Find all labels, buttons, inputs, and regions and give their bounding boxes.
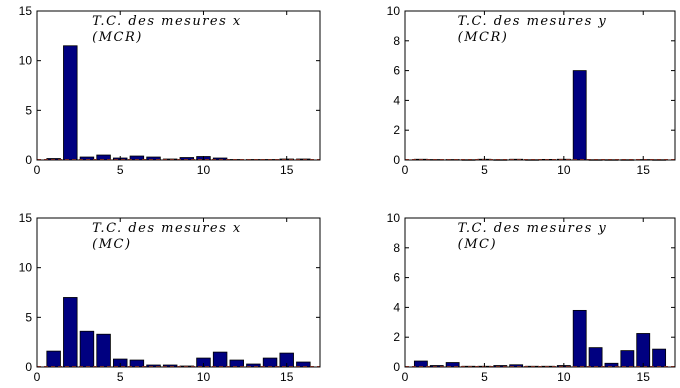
y-tick-label: 0: [393, 153, 400, 167]
chart-panel-3: 0 5 10 15 0 5 10 15 T.C. des mesures x(MC): [19, 211, 321, 384]
annotation-method: (MC): [92, 237, 131, 252]
chart-panel-4: 0 5 10 15 0 2 4 6 8 10 T.C. des mesures y(MC): [387, 211, 676, 384]
y-tick-label: 0: [25, 360, 32, 374]
x-tick-label: 15: [280, 370, 294, 384]
bar: [572, 70, 587, 161]
bar: [96, 333, 111, 368]
y-tick-label: 15: [19, 4, 33, 18]
annotation-title: T.C. des mesures x: [92, 14, 242, 29]
bar: [262, 357, 278, 368]
annotation-method: (MCR): [458, 30, 509, 45]
bar: [63, 297, 78, 368]
axes-frame: [404, 217, 676, 368]
x-tick-label: 0: [34, 370, 41, 384]
x-tick-label: 10: [197, 370, 211, 384]
bar: [212, 351, 228, 368]
y-tick-label: 0: [25, 153, 32, 167]
x-tick-label: 5: [117, 370, 124, 384]
x-tick-label: 5: [117, 163, 124, 177]
annotation-title: T.C. des mesures x: [92, 221, 242, 236]
y-tick-label: 2: [393, 330, 400, 344]
x-tick-label: 10: [557, 370, 571, 384]
chart-panel-2: 0 5 10 15 0 2 4 6 8 10 T.C. des mesures y(MCR): [387, 4, 676, 177]
y-tick-label: 0: [393, 360, 400, 374]
x-tick-label: 0: [402, 370, 409, 384]
y-tick-label: 10: [19, 54, 33, 68]
bar: [46, 350, 61, 368]
annotation-method: (MC): [458, 237, 497, 252]
x-tick-label: 10: [557, 163, 571, 177]
annotation-title: T.C. des mesures y: [458, 14, 608, 29]
x-tick-label: 10: [197, 163, 211, 177]
bar: [588, 347, 603, 368]
chart-panel-1: 0 5 10 15 0 5 10 15 T.C. des mesures x(MCR): [19, 4, 321, 177]
y-tick-label: 5: [25, 310, 32, 324]
bar: [620, 350, 635, 368]
x-tick-label: 15: [637, 370, 651, 384]
y-tick-label: 10: [387, 211, 401, 225]
x-tick-label: 15: [637, 163, 651, 177]
bar: [652, 348, 667, 368]
y-tick-label: 8: [393, 241, 400, 255]
bar: [79, 330, 95, 368]
bar: [63, 45, 78, 161]
y-tick-label: 6: [393, 64, 400, 78]
y-tick-label: 2: [393, 123, 400, 137]
y-tick-label: 15: [19, 211, 33, 225]
y-tick-label: 4: [393, 300, 400, 314]
annotation-method: (MCR): [92, 30, 143, 45]
x-tick-label: 0: [402, 163, 409, 177]
axes-frame: [36, 10, 321, 161]
y-tick-label: 4: [393, 93, 400, 107]
x-tick-label: 5: [481, 370, 488, 384]
bar: [129, 359, 145, 368]
axes-frame: [404, 10, 676, 161]
x-tick-label: 5: [481, 163, 488, 177]
annotation-title: T.C. des mesures y: [458, 221, 608, 236]
y-tick-label: 10: [387, 4, 401, 18]
axes-frame: [36, 217, 321, 368]
y-tick-label: 6: [393, 271, 400, 285]
bar: [229, 359, 244, 368]
y-tick-label: 10: [19, 261, 33, 275]
y-tick-label: 8: [393, 34, 400, 48]
bar: [572, 309, 587, 368]
y-tick-label: 5: [25, 103, 32, 117]
x-tick-label: 15: [280, 163, 294, 177]
bar: [636, 333, 651, 368]
x-tick-label: 0: [34, 163, 41, 177]
